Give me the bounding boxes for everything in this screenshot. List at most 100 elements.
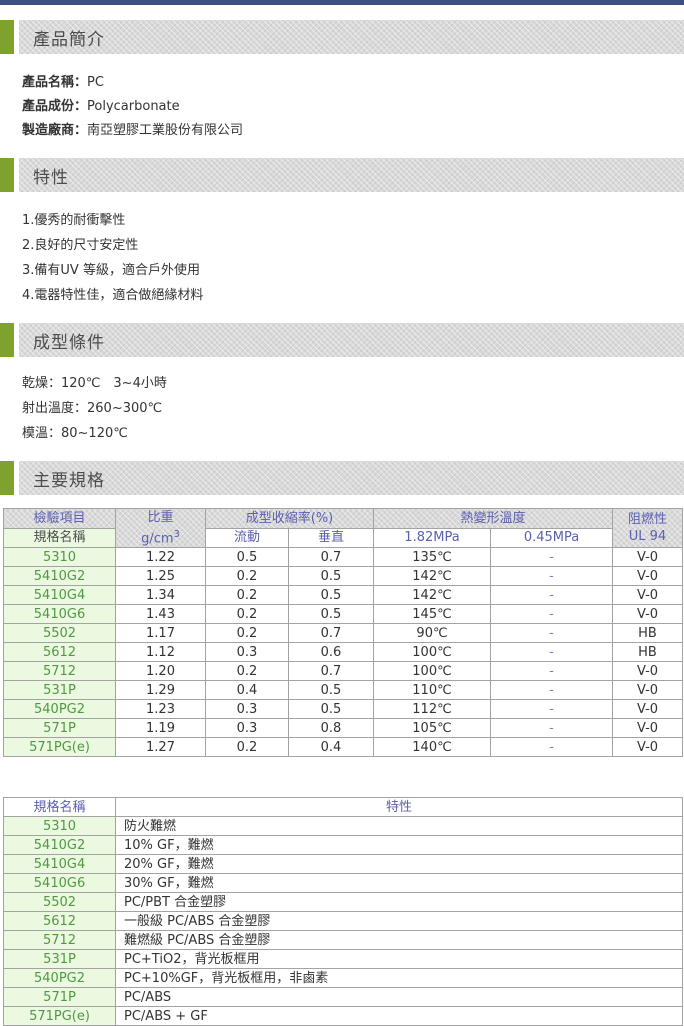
col-header-shrinkage: 成型收縮率(%) <box>205 508 374 529</box>
feature-cell-name: 5410G2 <box>3 835 116 856</box>
spec-cell-name: 5502 <box>3 623 116 644</box>
features-block: 1.優秀的耐衝擊性 2.良好的尺寸安定性 3.備有UV 等級，適合戶外使用 4.… <box>0 208 684 308</box>
spec-cell-hdt182: 140℃ <box>373 737 491 758</box>
spec-cell-hdt045: - <box>489 642 614 663</box>
feature-cell-description: 30% GF，難燃 <box>115 873 683 894</box>
spec-cell-flow: 0.3 <box>205 718 289 739</box>
flame-ul94-label: UL 94 <box>628 529 667 545</box>
molding-block: 乾燥：120℃ 3~4小時 射出溫度：260~300℃ 模溫：80~120℃ <box>0 371 684 446</box>
spec-table-row: 5310 1.22 0.5 0.7 135℃ - V-0 <box>3 547 684 568</box>
spec-cell-ul94: V-0 <box>612 661 684 682</box>
spec-cell-ul94: V-0 <box>612 718 684 739</box>
section-title-molding: 成型條件 <box>19 323 684 357</box>
spec-cell-hdt045: - <box>489 737 614 758</box>
spec-table-row: 540PG2 1.23 0.3 0.5 112℃ - V-0 <box>3 699 684 720</box>
spec-cell-density: 1.17 <box>115 623 206 644</box>
spec-cell-name: 5712 <box>3 661 116 682</box>
product-name-label: 產品名稱： <box>22 75 88 90</box>
spec-cell-name: 540PG2 <box>3 699 116 720</box>
section-title-intro: 產品簡介 <box>19 20 684 54</box>
spec-cell-hdt182: 135℃ <box>373 547 491 568</box>
feature-cell-description: 一般級 PC/ABS 合金塑膠 <box>115 911 683 932</box>
flame-label: 阻燃性 <box>628 512 668 528</box>
spec-cell-hdt182: 145℃ <box>373 604 491 625</box>
feature-item: 2.良好的尺寸安定性 <box>22 238 139 253</box>
spec-table-row: 5410G2 1.25 0.2 0.5 142℃ - V-0 <box>3 566 684 587</box>
spec-cell-hdt045: - <box>489 547 614 568</box>
product-composition-line: 產品成份：Polycarbonate <box>22 95 684 119</box>
spec-table: 檢驗項目 比重 g/cm3 成型收縮率(%) 熱變形溫度 阻燃性 UL 94 規… <box>3 507 684 758</box>
spec-cell-flow: 0.2 <box>205 604 289 625</box>
spec-cell-name: 5612 <box>3 642 116 663</box>
spec-cell-flow: 0.2 <box>205 585 289 606</box>
product-name-value: PC <box>87 75 104 90</box>
spec-cell-vertical: 0.8 <box>288 718 374 739</box>
feature-table-row: 571P PC/ABS <box>3 987 683 1008</box>
density-unit: g/cm3 <box>141 529 180 547</box>
spec-table-row: 571PG(e) 1.27 0.2 0.4 140℃ - V-0 <box>3 737 684 758</box>
spec-table-row: 5502 1.17 0.2 0.7 90℃ - HB <box>3 623 684 644</box>
section-header-intro: 產品簡介 <box>0 20 684 54</box>
spec-cell-vertical: 0.7 <box>288 661 374 682</box>
feature-table-row: 540PG2 PC+10%GF，背光板框用，非鹵素 <box>3 968 683 989</box>
product-name-line: 產品名稱：PC <box>22 71 684 95</box>
spec-cell-vertical: 0.5 <box>288 566 374 587</box>
spec-table-header-row-2: 規格名稱 流動 垂直 1.82MPa 0.45MPa <box>3 527 683 549</box>
col-header-flame: 阻燃性 UL 94 <box>612 507 684 549</box>
spec-cell-hdt182: 90℃ <box>373 623 491 644</box>
feature-cell-description: 難燃級 PC/ABS 合金塑膠 <box>115 930 683 951</box>
spec-cell-name: 571PG(e) <box>3 737 116 758</box>
product-composition-label: 產品成份： <box>22 99 88 114</box>
feature-cell-name: 5612 <box>3 911 116 932</box>
spec-cell-hdt182: 112℃ <box>373 699 491 720</box>
feature-table-row: 5410G4 20% GF，難燃 <box>3 854 683 875</box>
feature-cell-name: 531P <box>3 949 116 970</box>
spec-cell-hdt182: 142℃ <box>373 566 491 587</box>
spec-cell-hdt045: - <box>489 566 614 587</box>
spec-cell-hdt182: 100℃ <box>373 661 491 682</box>
molding-item: 射出溫度：260~300℃ <box>22 401 163 416</box>
feature-table-header-row: 規格名稱 特性 <box>3 797 683 818</box>
spec-cell-density: 1.23 <box>115 699 206 720</box>
spec-table-row: 5712 1.20 0.2 0.7 100℃ - V-0 <box>3 661 684 682</box>
spec-table-row: 5410G4 1.34 0.2 0.5 142℃ - V-0 <box>3 585 684 606</box>
feature-item: 3.備有UV 等級，適合戶外使用 <box>22 263 200 278</box>
spec-cell-ul94: V-0 <box>612 604 684 625</box>
feature-cell-description: 20% GF，難燃 <box>115 854 683 875</box>
spec-cell-density: 1.12 <box>115 642 206 663</box>
feature-cell-description: PC/ABS <box>115 987 683 1008</box>
feature-table-body: 5310 防火難燃 5410G2 10% GF，難燃 5410G4 20% GF，難燃 54… <box>3 816 683 1026</box>
spec-cell-ul94: HB <box>612 642 684 663</box>
col-header-045mpa: 0.45MPa <box>489 527 614 549</box>
molding-item: 模溫：80~120℃ <box>22 426 128 441</box>
green-accent-square <box>0 323 14 357</box>
spec-cell-hdt045: - <box>489 680 614 701</box>
feature-cell-description: PC+TiO2，背光板框用 <box>115 949 683 970</box>
spec-cell-density: 1.27 <box>115 737 206 758</box>
spec-cell-flow: 0.3 <box>205 642 289 663</box>
feature-cell-name: 5310 <box>3 816 116 837</box>
spec-cell-vertical: 0.7 <box>288 547 374 568</box>
spec-cell-ul94: V-0 <box>612 737 684 758</box>
spec-cell-flow: 0.3 <box>205 699 289 720</box>
spec-cell-ul94: V-0 <box>612 547 684 568</box>
col-header-spec-name: 規格名稱 <box>3 527 116 549</box>
spec-cell-name: 571P <box>3 718 116 739</box>
spec-cell-density: 1.20 <box>115 661 206 682</box>
spec-cell-hdt182: 100℃ <box>373 642 491 663</box>
spec-cell-vertical: 0.7 <box>288 623 374 644</box>
spec-cell-hdt045: - <box>489 699 614 720</box>
spec-cell-vertical: 0.5 <box>288 699 374 720</box>
spec-cell-density: 1.43 <box>115 604 206 625</box>
spec-cell-flow: 0.2 <box>205 623 289 644</box>
col-header-flow: 流動 <box>205 527 289 549</box>
spec-cell-hdt045: - <box>489 604 614 625</box>
feature-cell-name: 571P <box>3 987 116 1008</box>
spec-table-row: 571P 1.19 0.3 0.8 105℃ - V-0 <box>3 718 684 739</box>
spec-cell-name: 5410G2 <box>3 566 116 587</box>
spec-cell-flow: 0.5 <box>205 547 289 568</box>
spec-cell-hdt182: 110℃ <box>373 680 491 701</box>
feature-cell-description: PC/ABS + GF <box>115 1006 683 1026</box>
section-header-molding: 成型條件 <box>0 323 684 357</box>
molding-item: 乾燥：120℃ 3~4小時 <box>22 376 167 391</box>
